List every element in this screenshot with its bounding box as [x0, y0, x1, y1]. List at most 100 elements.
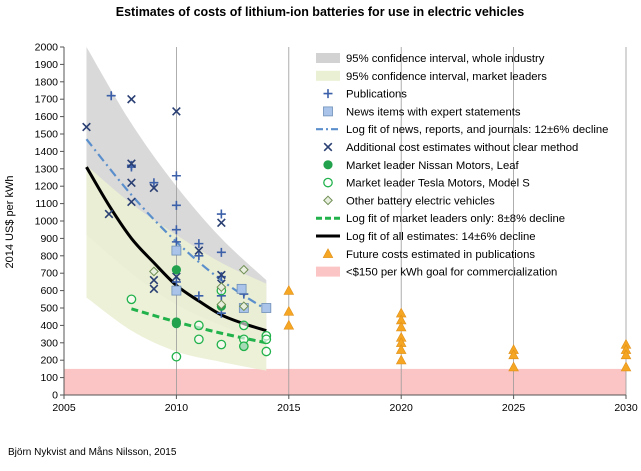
plus-mark — [216, 209, 226, 219]
legend-marker — [323, 89, 333, 99]
x-tick-label: 2015 — [277, 402, 301, 414]
legend-swatch — [316, 53, 340, 63]
circle-mark — [323, 177, 333, 188]
triangle-mark — [283, 305, 295, 316]
legend-marker — [323, 160, 333, 170]
data-point-x — [216, 218, 226, 228]
legend-label: Log fit of all estimates: 14±6% decline — [346, 231, 536, 243]
square-mark — [171, 245, 182, 256]
x-mark — [323, 142, 333, 152]
data-point-circle — [238, 341, 249, 352]
square-mark — [323, 106, 333, 117]
y-tick-label: 500 — [40, 303, 58, 315]
legend-item: Additional cost estimates without clear … — [323, 142, 578, 154]
plus-mark — [194, 239, 204, 249]
y-tick-label: 200 — [40, 355, 58, 367]
data-point-x — [216, 270, 226, 280]
data-point-plus — [149, 178, 159, 188]
x-mark — [127, 197, 136, 207]
circle-mark — [171, 351, 182, 362]
data-point-plus — [171, 237, 181, 247]
x-mark — [216, 270, 226, 280]
legend-marker — [323, 142, 333, 152]
legend-label: Other battery electric vehicles — [346, 195, 495, 207]
legend-marker — [323, 195, 333, 206]
triangle-mark — [395, 321, 407, 332]
y-tick-label: 1800 — [35, 76, 59, 88]
data-point-triangle — [620, 349, 632, 360]
y-tick-label: 700 — [40, 268, 58, 280]
plus-mark — [171, 171, 181, 181]
x-mark — [172, 107, 181, 116]
y-axis-label: 2014 US$ per kWh — [4, 176, 16, 269]
data-point-triangle — [395, 321, 407, 332]
legend-item: Market leader Nissan Motors, Leaf — [323, 160, 520, 172]
diamond-mark — [149, 266, 159, 277]
data-point-diamond — [238, 301, 249, 312]
y-tick-label: 800 — [40, 250, 58, 262]
plus-mark — [171, 225, 181, 235]
data-point-circle — [194, 334, 204, 345]
y-tick-label: 1200 — [35, 181, 59, 193]
x-tick-label: 2010 — [165, 402, 189, 414]
data-point-x — [127, 178, 136, 188]
data-point-plus — [194, 291, 204, 301]
plus-mark — [149, 178, 159, 188]
circle-mark — [216, 339, 227, 350]
plus-mark — [323, 89, 333, 99]
data-point-triangle — [395, 344, 407, 354]
circle-mark — [126, 294, 137, 305]
plus-mark — [216, 247, 226, 257]
y-tick-label: 1900 — [35, 59, 59, 71]
legend-item: Other battery electric vehicles — [323, 195, 495, 207]
diamond-mark — [238, 264, 249, 275]
legend-label: Additional cost estimates without clear … — [346, 142, 578, 154]
diamond-mark — [216, 282, 227, 293]
chart-title: Estimates of costs of lithium-ion batter… — [116, 5, 524, 19]
legend-label: Publications — [346, 89, 407, 101]
legend-label: Log fit of news, reports, and journals: … — [346, 124, 608, 136]
triangle-mark — [395, 354, 407, 365]
legend-label: 95% confidence interval, market leaders — [346, 71, 547, 83]
data-point-circle — [171, 351, 182, 362]
data-point-plus — [171, 171, 181, 181]
data-point-x — [149, 183, 159, 193]
data-point-plus — [171, 200, 181, 210]
goal-band — [64, 368, 626, 395]
circle-mark — [238, 341, 249, 352]
square-mark — [261, 303, 272, 313]
plot-area: 0 100 200 300 400 500 600 700 800 900 1000 1100 1200… — [35, 42, 638, 415]
plus-mark — [106, 91, 116, 101]
x-mark — [104, 209, 114, 219]
data-point-x — [149, 275, 159, 285]
data-point-plus — [216, 247, 226, 257]
y-tick-label: 2000 — [35, 42, 59, 54]
plus-mark — [171, 237, 181, 247]
triangle-mark — [508, 349, 519, 360]
legend-item: Publications — [323, 89, 407, 101]
data-point-triangle — [283, 284, 295, 295]
data-point-circle — [194, 320, 204, 331]
circle-mark — [194, 334, 204, 345]
data-point-x — [127, 159, 136, 168]
legend-item: News items with expert statements — [323, 106, 521, 118]
triangle-mark — [508, 361, 519, 372]
y-tick-label: 1700 — [35, 94, 59, 106]
y-tick-label: 1100 — [35, 198, 58, 210]
data-point-triangle — [620, 361, 632, 372]
data-point-plus — [106, 91, 116, 101]
legend-item: <$150 per kWh goal for commercialization — [316, 266, 557, 279]
legend-item: Log fit of news, reports, and journals: … — [316, 124, 608, 136]
x-mark — [82, 122, 91, 132]
x-mark — [149, 183, 159, 193]
legend-label: Market leader Tesla Motors, Model S — [346, 178, 530, 190]
x-mark — [149, 284, 159, 294]
x-tick-label: 2025 — [502, 402, 526, 414]
circle-mark — [238, 320, 249, 331]
data-point-x — [82, 122, 91, 132]
x-tick-label: 2005 — [52, 402, 76, 414]
square-mark — [236, 283, 247, 294]
data-point-x — [172, 272, 181, 282]
data-point-diamond — [149, 266, 159, 277]
